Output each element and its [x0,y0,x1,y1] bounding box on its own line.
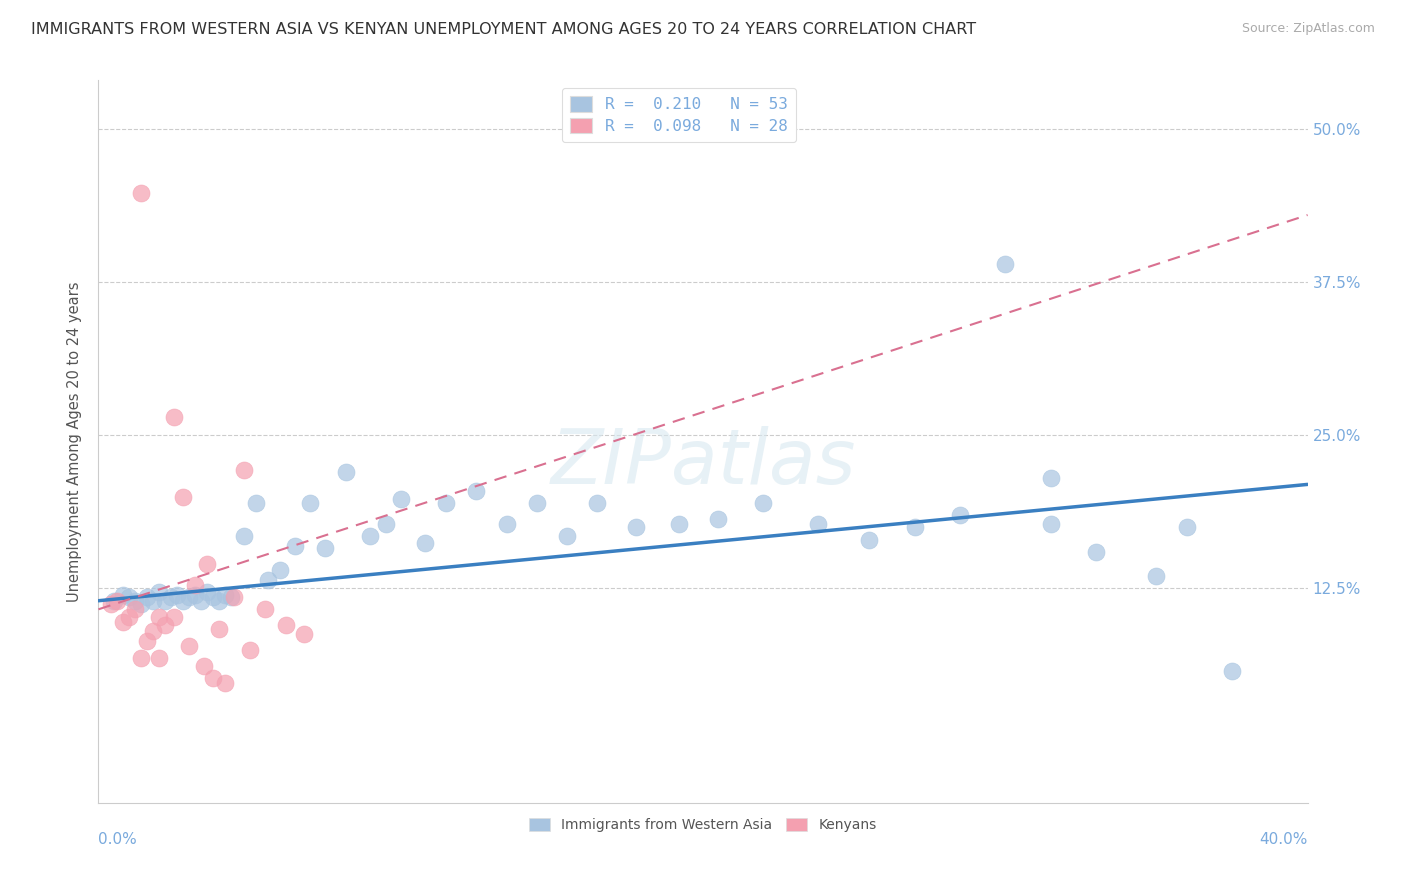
Point [232,463,254,477]
Point [495,516,517,531]
Point [129,651,152,665]
Point [172,490,194,504]
Point [374,516,396,531]
Point [284,539,307,553]
Point [949,508,972,522]
Point [111,588,134,602]
Point [314,541,336,555]
Legend: Immigrants from Western Asia, Kenyans: Immigrants from Western Asia, Kenyans [523,811,883,839]
Point [221,590,243,604]
Point [239,642,262,657]
Point [129,186,152,200]
Point [994,257,1017,271]
Point [256,573,278,587]
Point [335,465,357,479]
Point [172,593,194,607]
Point [1144,569,1167,583]
Point [904,520,927,534]
Point [269,563,291,577]
Point [160,590,183,604]
Point [668,516,690,531]
Point [142,593,165,607]
Point [184,588,207,602]
Point [153,593,176,607]
Point [274,618,297,632]
Point [586,496,609,510]
Point [179,639,201,653]
Point [208,593,231,607]
Point [111,615,134,629]
Point [100,598,122,612]
Point [555,529,578,543]
Point [214,588,236,602]
Point [118,609,141,624]
Point [179,590,201,604]
Point [195,557,218,571]
Point [1085,545,1108,559]
Point [626,520,648,534]
Point [163,410,186,425]
Point [858,533,880,547]
Point [148,609,170,624]
Point [1175,520,1198,534]
Point [163,609,186,624]
Point [752,496,775,510]
Text: 0.0%: 0.0% [98,831,138,847]
Point [1220,664,1243,678]
Point [193,658,215,673]
Point [1039,516,1062,531]
Point [526,496,548,510]
Point [807,516,830,531]
Point [214,675,236,690]
Point [465,483,488,498]
Point [360,529,382,543]
Point [184,578,207,592]
Point [208,622,231,636]
Point [166,588,188,602]
Point [707,511,730,525]
Point [153,618,176,632]
Point [135,590,157,604]
Point [299,496,322,510]
Point [148,585,170,599]
Point [292,627,315,641]
Point [1039,471,1062,485]
Text: Source: ZipAtlas.com: Source: ZipAtlas.com [1241,22,1375,36]
Point [202,590,225,604]
Point [129,598,152,612]
Point [190,593,212,607]
Point [118,590,141,604]
Point [224,590,246,604]
Text: IMMIGRANTS FROM WESTERN ASIA VS KENYAN UNEMPLOYMENT AMONG AGES 20 TO 24 YEARS CO: IMMIGRANTS FROM WESTERN ASIA VS KENYAN U… [31,22,976,37]
Point [124,602,146,616]
Point [148,651,170,665]
Point [202,671,225,685]
Point [105,593,128,607]
Point [389,492,412,507]
Point [253,602,276,616]
Point [135,634,157,648]
Point [434,496,457,510]
Text: 40.0%: 40.0% [1260,831,1308,847]
Point [103,593,125,607]
Point [142,624,165,639]
Point [232,529,254,543]
Point [413,536,436,550]
Text: ZIPatlas: ZIPatlas [550,426,856,500]
Point [245,496,267,510]
Point [195,585,218,599]
Point [124,593,146,607]
Y-axis label: Unemployment Among Ages 20 to 24 years: Unemployment Among Ages 20 to 24 years [67,281,83,602]
